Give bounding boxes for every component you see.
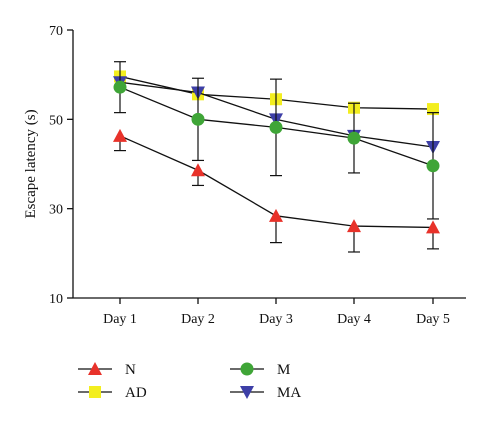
x-tick-label: Day 1 (103, 312, 137, 327)
y-axis-title: Escape latency (s) (23, 109, 39, 218)
data-point (426, 159, 440, 173)
data-point (269, 208, 283, 222)
data-point (191, 163, 205, 177)
x-tick-label: Day 4 (337, 312, 371, 327)
legend-item-m: M (230, 362, 290, 378)
series-m (113, 61, 440, 220)
axes (72, 30, 466, 299)
y-ticks: 10 30 50 70 (49, 24, 73, 307)
data-point (113, 128, 127, 142)
y-tick-label: 50 (49, 113, 63, 128)
legend-item-ma: MA (230, 385, 301, 401)
data-point (347, 219, 361, 233)
series-n (113, 128, 440, 253)
series-layer (113, 61, 440, 253)
data-point (426, 220, 440, 234)
y-tick-label: 70 (49, 24, 63, 39)
legend: N AD M MA (78, 362, 301, 401)
legend-marker (89, 386, 101, 398)
x-tick-label: Day 5 (416, 312, 450, 327)
data-point (113, 80, 127, 94)
data-point (269, 120, 283, 134)
x-ticks: Day 1 Day 2 Day 3 Day 4 Day 5 (103, 298, 450, 327)
legend-label: M (277, 362, 290, 378)
data-point (347, 131, 361, 145)
legend-label: N (125, 362, 136, 378)
legend-marker (240, 386, 254, 399)
x-tick-label: Day 2 (181, 312, 215, 327)
legend-label: MA (277, 385, 301, 401)
x-tick-label: Day 3 (259, 312, 293, 327)
legend-marker (240, 362, 254, 376)
legend-item-ad: AD (78, 385, 147, 401)
y-tick-label: 10 (49, 292, 63, 307)
legend-marker (88, 362, 102, 375)
legend-label: AD (125, 385, 147, 401)
data-point (191, 112, 205, 126)
y-tick-label: 30 (49, 203, 63, 218)
legend-item-n: N (78, 362, 136, 378)
